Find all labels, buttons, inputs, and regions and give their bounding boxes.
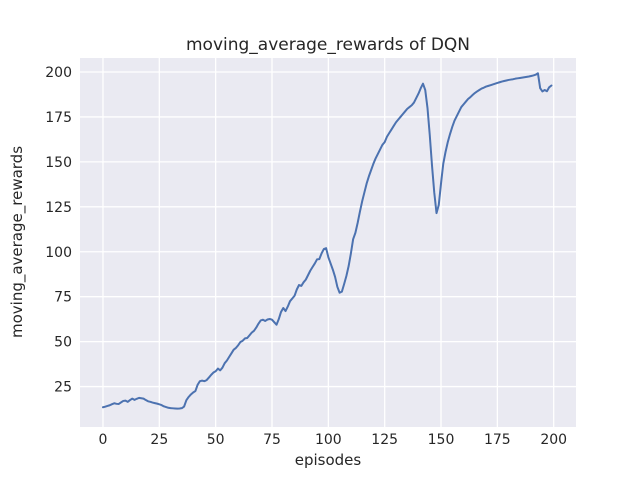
x-tick-label: 0 — [99, 432, 108, 448]
y-tick-label: 175 — [45, 110, 72, 126]
x-tick-label: 200 — [540, 432, 567, 448]
y-tick-label: 125 — [45, 200, 72, 216]
x-tick-label: 175 — [484, 432, 511, 448]
chart-title: moving_average_rewards of DQN — [186, 35, 470, 55]
x-tick-label: 150 — [428, 432, 455, 448]
y-tick-label: 100 — [45, 245, 72, 261]
y-tick-label: 50 — [54, 335, 72, 351]
y-tick-label: 200 — [45, 65, 72, 81]
x-tick-labels: 0 25 50 75 100 125 150 175 200 — [99, 432, 568, 448]
x-axis-label: episodes — [295, 451, 362, 469]
x-tick-label: 50 — [207, 432, 225, 448]
x-tick-label: 25 — [150, 432, 168, 448]
x-tick-label: 125 — [371, 432, 398, 448]
y-tick-label: 150 — [45, 155, 72, 171]
vertical-gridlines — [102, 58, 555, 427]
y-tick-label: 25 — [54, 380, 72, 396]
x-tick-label: 75 — [263, 432, 281, 448]
horizontal-gridlines — [80, 71, 576, 388]
y-axis-label: moving_average_rewards — [8, 146, 27, 338]
x-tick-label: 100 — [315, 432, 342, 448]
data-line-series — [101, 72, 553, 410]
y-tick-label: 75 — [54, 290, 72, 306]
y-tick-labels: 25 50 75 100 125 150 175 200 — [45, 65, 72, 396]
